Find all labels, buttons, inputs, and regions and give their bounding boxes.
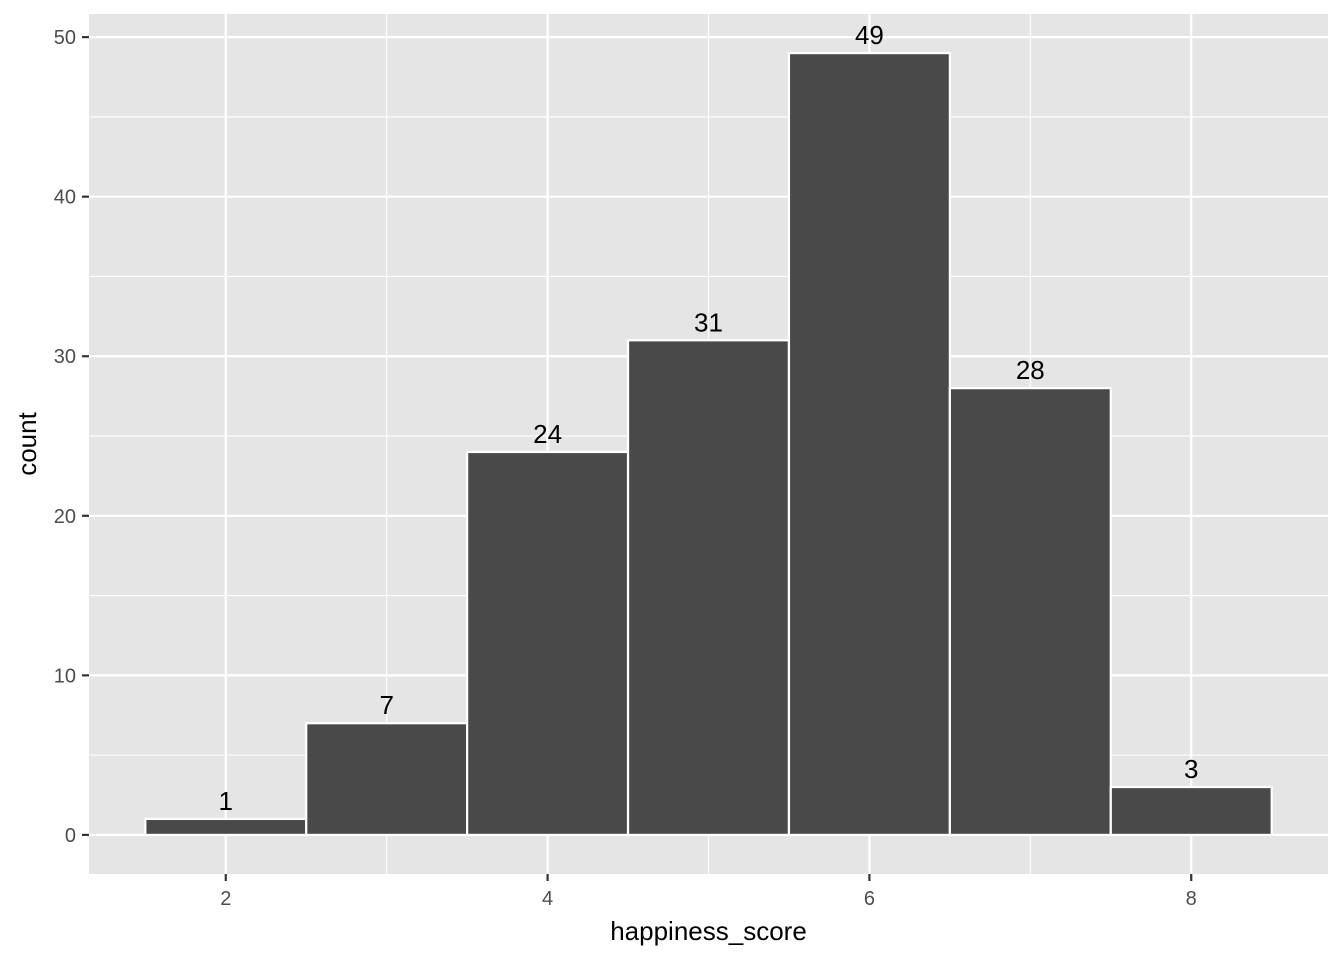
y-tick-label: 30 xyxy=(54,346,76,368)
histogram-bar xyxy=(787,51,951,837)
y-axis-title: count xyxy=(12,411,42,475)
bar-value-label: 24 xyxy=(533,419,562,449)
x-tick-label: 4 xyxy=(542,888,553,910)
histogram-bar xyxy=(948,387,1112,837)
y-tick-label: 0 xyxy=(65,825,76,847)
y-tick-label: 50 xyxy=(54,27,76,49)
x-tick-label: 8 xyxy=(1186,888,1197,910)
y-tick-label: 10 xyxy=(54,665,76,687)
bars xyxy=(144,51,1273,837)
bar-value-label: 31 xyxy=(694,307,723,337)
bar-value-label: 49 xyxy=(855,20,884,50)
histogram-bar xyxy=(144,817,308,837)
x-tick-label: 2 xyxy=(220,888,231,910)
bar-value-label: 1 xyxy=(219,786,233,816)
bar-value-label: 3 xyxy=(1184,754,1198,784)
x-axis: 2 4 6 8 xyxy=(220,874,1197,910)
bar-value-label: 28 xyxy=(1016,355,1045,385)
x-tick-label: 6 xyxy=(864,888,875,910)
histogram-bar xyxy=(1109,785,1273,837)
y-tick-label: 40 xyxy=(54,187,76,209)
y-axis: 0 10 20 30 40 50 xyxy=(54,27,89,847)
y-tick-label: 20 xyxy=(54,506,76,528)
histogram-bar xyxy=(466,450,630,837)
histogram-bar xyxy=(626,339,791,837)
histogram-bar xyxy=(305,722,469,837)
bar-value-label: 7 xyxy=(379,690,393,720)
x-axis-title: happiness_score xyxy=(610,916,807,946)
